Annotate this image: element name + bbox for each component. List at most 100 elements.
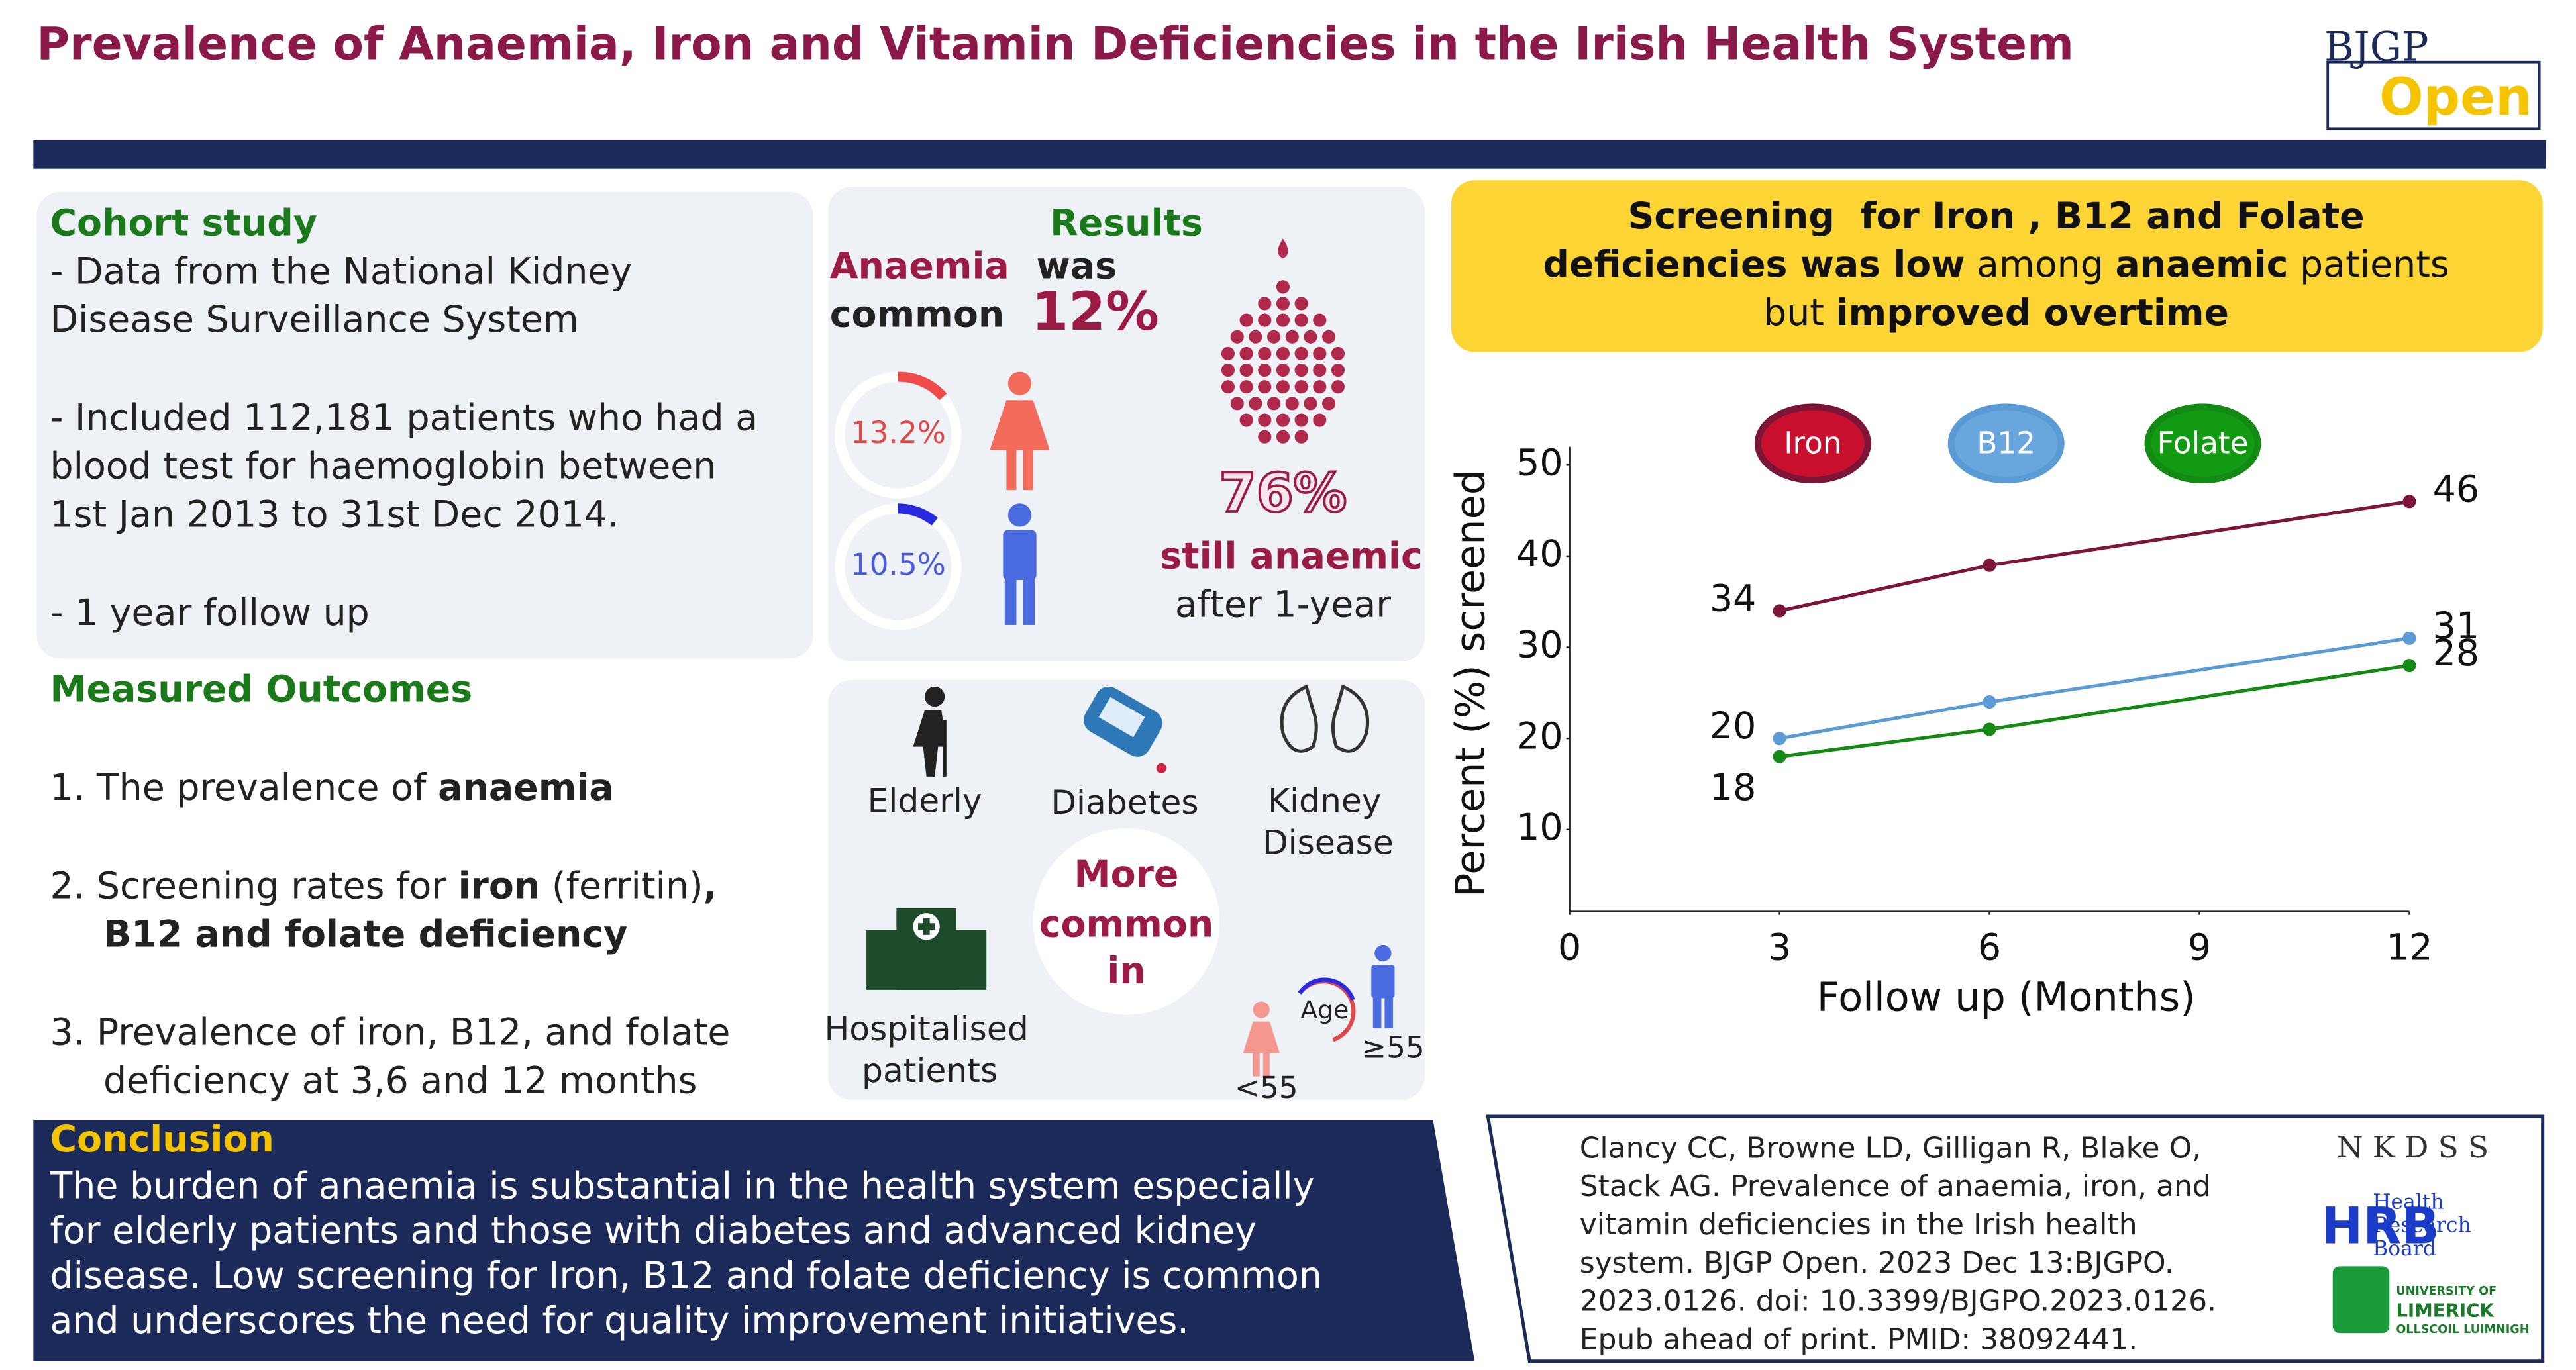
legend-label: Iron [1784, 425, 1841, 460]
logo-frame [2326, 60, 2541, 130]
section-heading: Cohort study [50, 202, 317, 244]
citation-text: system. BJGP Open. 2023 Dec 13:BJGPO. [1580, 1246, 2174, 1280]
young-female-icon [1243, 1001, 1280, 1077]
legend-marker [1754, 403, 1871, 484]
results-value: 12% [1031, 280, 1159, 342]
male-icon [1003, 503, 1037, 625]
text-run: among [1965, 244, 2115, 286]
blood-dot [1313, 413, 1327, 427]
risk-label: Disease [1262, 822, 1394, 861]
hrb-name: Board [2373, 1237, 2436, 1261]
results-value: 76% [1219, 462, 1347, 524]
conclusion-text: disease. Low screening for Iron, B12 and… [50, 1255, 1322, 1297]
blood-dot [1276, 380, 1290, 394]
ul-logo: LIMERICK [2396, 1299, 2495, 1321]
gauge-label: 10.5% [850, 547, 946, 582]
text-run: deficiency at 3,6 and 12 months [103, 1060, 697, 1102]
data-label: 31 [2433, 605, 2479, 648]
y-axis-title: Percent (%) screened [1447, 469, 1494, 897]
hrb-name: Research [2373, 1214, 2471, 1238]
ul-logo: UNIVERSITY OF [2396, 1285, 2497, 1298]
body-text: 1st Jan 2013 to 31st Dec 2014. [50, 494, 619, 536]
blood-dot [1239, 364, 1253, 377]
blood-dot [1331, 364, 1345, 377]
blood-dot [1258, 364, 1272, 377]
blood-dot [1294, 364, 1308, 377]
x-tick-label: 12 [2386, 927, 2432, 969]
blood-dot [1258, 346, 1272, 360]
data-point [1773, 604, 1786, 618]
text-run: anaemic [2115, 244, 2288, 286]
section-heading: Results [1050, 202, 1203, 244]
data-point [1773, 750, 1786, 763]
data-point [2402, 658, 2416, 673]
age-label: Age [1300, 995, 1349, 1024]
ul-crest [2332, 1266, 2390, 1334]
body-text: - 1 year follow up [50, 592, 369, 634]
text-run: but [1763, 292, 1835, 334]
blood-dot [1249, 330, 1262, 344]
conclusion-text: and underscores the need for quality imp… [50, 1300, 1188, 1342]
data-point [1983, 558, 1996, 572]
outcome-line: 1. The prevalence of anaemia [50, 767, 613, 809]
results-text: common [830, 294, 1005, 336]
blood-dot [1239, 413, 1253, 427]
cohort-panel [36, 191, 813, 659]
gauge-arc [898, 371, 947, 401]
gauge-arc [898, 503, 939, 526]
blood-dot [1313, 364, 1327, 377]
text-run: B12 and folate deficiency [103, 913, 627, 955]
body-text: Disease Surveillance System [50, 299, 578, 341]
data-label: 34 [1710, 578, 1756, 620]
header-band [33, 140, 2546, 169]
blood-dot [1304, 330, 1317, 344]
logo-text: BJGP [2324, 24, 2428, 71]
text-run: anaemia [438, 767, 614, 809]
data-point [1983, 695, 1996, 709]
blood-dot [1230, 397, 1244, 411]
data-point [2402, 631, 2416, 645]
blood-dot [1258, 297, 1272, 311]
blood-dot [1258, 380, 1272, 394]
data-point [2402, 495, 2416, 509]
blood-dot [1276, 430, 1290, 444]
outcome-line: 2. Screening rates for iron (ferritin), [50, 865, 717, 908]
blood-dot [1258, 430, 1272, 444]
citation-box [1486, 1114, 2545, 1363]
blood-dot [1276, 313, 1290, 327]
blood-dot [1294, 380, 1308, 394]
legend-marker [1947, 403, 2065, 484]
blood-dot [1276, 346, 1290, 360]
outcome-line: 3. Prevalence of iron, B12, and folate [50, 1012, 730, 1054]
blood-dot [1294, 297, 1308, 311]
y-tick-label: 10 [1516, 807, 1563, 849]
x-tick-label: 6 [1978, 927, 2001, 969]
results-panel [828, 187, 1425, 662]
y-tick-label: 50 [1516, 442, 1563, 484]
y-tick-label: 20 [1516, 715, 1563, 758]
x-axis-title: Follow up (Months) [1817, 975, 2196, 1021]
text-run: iron [458, 865, 541, 908]
blood-dot [1239, 313, 1253, 327]
blood-dot [1230, 330, 1244, 344]
text-run: 3. Prevalence of iron, B12, and folate [50, 1012, 730, 1054]
legend-marker [2144, 403, 2261, 484]
blood-dot [1294, 413, 1308, 427]
body-text: blood test for haemoglobin between [50, 446, 716, 488]
citation-text: 2023.0126. doi: 10.3399/BJGPO.2023.0126. [1580, 1285, 2216, 1318]
risk-label: Diabetes [1051, 783, 1198, 822]
blood-dot [1285, 330, 1299, 344]
conclusion-heading: Conclusion [50, 1118, 274, 1161]
ul-logo: OLLSCOIL LUIMNIGH [2396, 1323, 2529, 1336]
risk-label: Kidney [1268, 781, 1381, 820]
blood-dot [1285, 397, 1299, 411]
body-text: - Included 112,181 patients who had a [50, 397, 758, 440]
citation-text: vitamin deficiencies in the Irish health [1580, 1208, 2138, 1242]
blood-dot [1331, 380, 1345, 394]
age-arc [1298, 977, 1355, 1001]
blood-dot [1313, 346, 1327, 360]
hrb-name: Health [2373, 1190, 2444, 1214]
results-text: Anaemia [830, 246, 1009, 288]
screening-line: but improved overtime [1763, 292, 2229, 334]
blood-dot [1249, 397, 1262, 411]
